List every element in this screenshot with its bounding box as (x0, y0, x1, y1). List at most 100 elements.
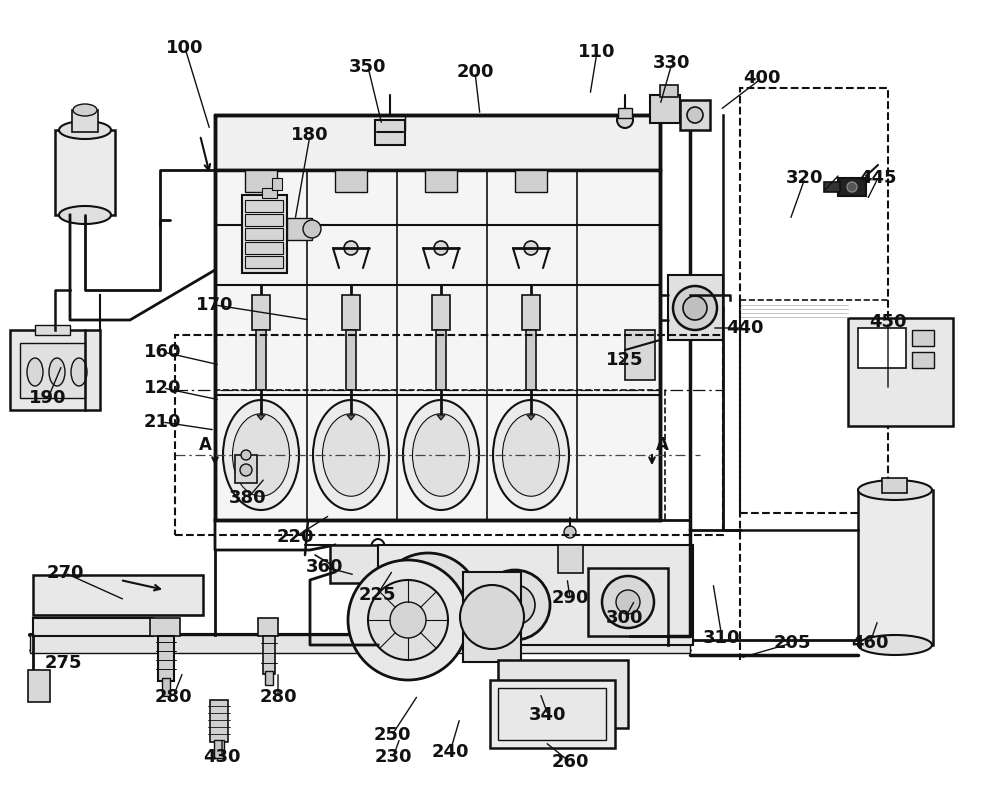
Bar (346, 330, 356, 390)
Text: 275: 275 (44, 654, 82, 672)
Text: 240: 240 (431, 743, 469, 761)
Text: 220: 220 (276, 528, 314, 546)
Bar (258, 618, 278, 636)
Bar (252, 295, 270, 330)
Bar (824, 182, 840, 192)
Ellipse shape (27, 358, 43, 386)
Bar (490, 680, 615, 748)
Bar (335, 170, 367, 192)
Text: 310: 310 (703, 629, 741, 647)
Text: 380: 380 (229, 489, 267, 507)
Ellipse shape (858, 480, 932, 500)
Bar (272, 178, 282, 190)
Bar (256, 330, 266, 390)
Ellipse shape (223, 400, 299, 510)
Text: 360: 360 (306, 558, 344, 576)
Bar (680, 100, 710, 130)
Circle shape (398, 575, 458, 635)
Text: A: A (199, 436, 211, 454)
Polygon shape (257, 415, 265, 420)
Text: 330: 330 (653, 54, 691, 72)
Bar (515, 170, 547, 192)
Bar (618, 108, 632, 118)
Ellipse shape (49, 358, 65, 386)
Bar (912, 352, 934, 368)
Bar (215, 115, 660, 170)
Text: 260: 260 (551, 753, 589, 771)
Text: 300: 300 (606, 609, 644, 627)
Bar (214, 740, 224, 758)
Bar (150, 618, 180, 636)
Ellipse shape (858, 635, 932, 655)
Bar (526, 330, 536, 390)
Circle shape (617, 112, 633, 128)
Ellipse shape (403, 400, 479, 510)
Text: 445: 445 (859, 169, 897, 187)
Circle shape (240, 464, 252, 476)
Circle shape (460, 585, 524, 649)
Bar (522, 295, 540, 330)
Bar (215, 390, 665, 520)
Text: 200: 200 (456, 63, 494, 81)
Circle shape (524, 241, 538, 255)
Bar (245, 228, 283, 240)
Circle shape (434, 241, 448, 255)
Circle shape (602, 576, 654, 628)
Text: 160: 160 (144, 343, 182, 361)
Text: 180: 180 (291, 126, 329, 144)
Circle shape (368, 580, 448, 660)
Bar (372, 558, 384, 596)
Bar (10, 330, 100, 410)
Circle shape (847, 182, 857, 192)
Text: 280: 280 (259, 688, 297, 706)
Ellipse shape (59, 206, 111, 224)
Bar (235, 455, 257, 483)
Text: 350: 350 (349, 58, 387, 76)
Bar (33, 618, 153, 636)
Bar (72, 110, 98, 132)
Bar (20, 343, 85, 398)
Bar (242, 195, 287, 273)
Polygon shape (437, 415, 445, 420)
Text: 190: 190 (29, 389, 67, 407)
Text: 125: 125 (606, 351, 644, 369)
Bar (858, 328, 906, 368)
Bar (660, 85, 678, 97)
Circle shape (616, 590, 640, 614)
Bar (35, 325, 70, 335)
Bar (588, 568, 668, 636)
Bar (848, 318, 953, 426)
Polygon shape (527, 415, 535, 420)
Circle shape (480, 570, 550, 640)
Bar (158, 636, 174, 681)
Text: 450: 450 (869, 313, 907, 331)
Bar (436, 330, 446, 390)
Text: 110: 110 (578, 43, 616, 61)
Circle shape (303, 220, 321, 238)
Bar (265, 671, 273, 685)
Bar (30, 635, 690, 653)
Text: 210: 210 (143, 413, 181, 431)
Ellipse shape (503, 414, 560, 497)
Ellipse shape (71, 358, 87, 386)
Bar (838, 178, 866, 196)
Bar (330, 545, 378, 583)
Circle shape (683, 296, 707, 320)
Circle shape (673, 286, 717, 330)
Bar (740, 88, 888, 513)
Bar (498, 688, 606, 740)
Bar (463, 572, 521, 662)
Text: 120: 120 (144, 379, 182, 397)
Bar (432, 295, 450, 330)
Ellipse shape (313, 400, 389, 510)
Circle shape (376, 553, 480, 657)
Bar (245, 214, 283, 226)
Circle shape (344, 241, 358, 255)
Bar (498, 660, 628, 728)
Text: 280: 280 (154, 688, 192, 706)
Circle shape (348, 560, 468, 680)
Ellipse shape (232, 414, 290, 497)
Circle shape (390, 602, 426, 638)
Text: 340: 340 (529, 706, 567, 724)
Bar (245, 170, 277, 192)
